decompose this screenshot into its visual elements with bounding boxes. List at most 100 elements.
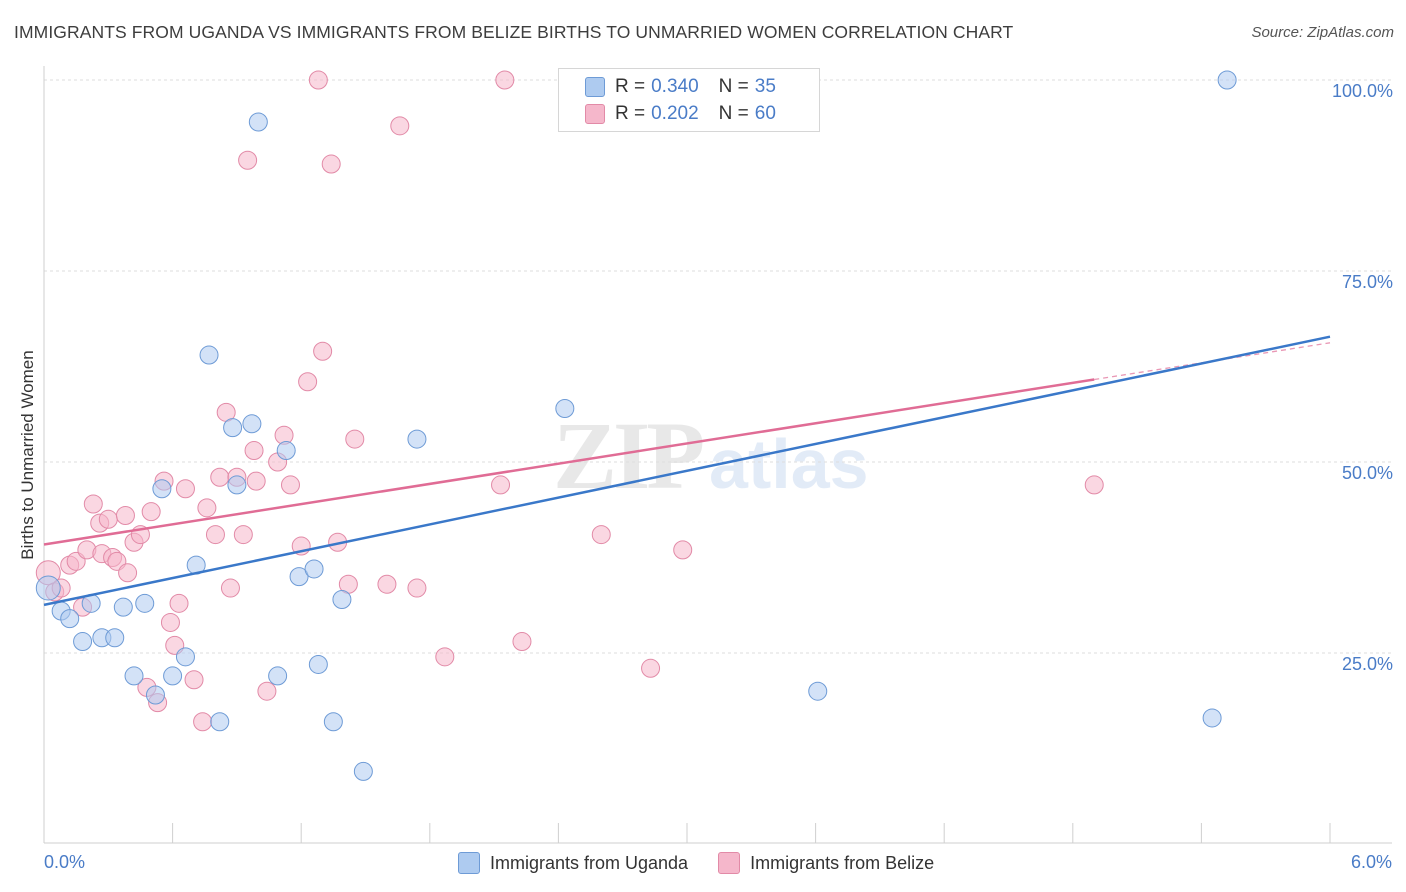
legend-r-value-uganda: 0.340 <box>651 76 699 97</box>
y-tick-labels: 25.0% 50.0% 75.0% 100.0% <box>1332 81 1393 674</box>
uganda-point <box>199 345 219 365</box>
belize-point <box>512 632 532 652</box>
legend-row-belize: R = 0.202 N = 60 <box>585 101 776 127</box>
y-axis-label: Births to Unmarried Women <box>18 350 37 560</box>
belize-point <box>673 540 693 560</box>
belize-point <box>298 372 318 392</box>
belize-point <box>435 647 455 667</box>
uganda-point <box>175 647 195 667</box>
belize-trend-line <box>43 378 1095 546</box>
legend-swatch-uganda <box>458 852 480 874</box>
belize-point <box>313 341 333 361</box>
legend-n-label: N = <box>718 103 749 124</box>
legend-swatch-belize <box>718 852 741 874</box>
uganda-point <box>35 575 61 601</box>
belize-point <box>407 578 427 598</box>
uganda-point <box>332 590 352 610</box>
legend-r-label: R = <box>615 103 646 124</box>
chart-title: IMMIGRANTS FROM UGANDA VS IMMIGRANTS FRO… <box>14 22 1014 42</box>
belize-point <box>345 429 365 449</box>
belize-point <box>210 467 230 487</box>
uganda-point <box>248 112 268 132</box>
uganda-point <box>227 475 247 495</box>
uganda-point <box>308 654 328 674</box>
belize-point <box>197 498 217 518</box>
belize-point <box>184 670 204 690</box>
x-tick-min: 0.0% <box>44 852 86 872</box>
belize-point <box>193 712 213 732</box>
uganda-point <box>145 685 165 705</box>
uganda-point <box>152 479 172 499</box>
belize-point <box>141 502 161 522</box>
belize-point <box>280 475 300 495</box>
legend-r-value-belize: 0.202 <box>651 103 699 124</box>
uganda-point <box>163 666 183 686</box>
belize-point <box>377 574 397 594</box>
uganda-point <box>135 593 155 613</box>
series-legend: Immigrants from Uganda Immigrants from B… <box>458 852 964 874</box>
legend-swatch-uganda <box>585 77 605 97</box>
uganda-point <box>407 429 427 449</box>
belize-point <box>390 116 410 136</box>
uganda-point <box>73 632 93 652</box>
y-tick-label: 100.0% <box>1332 81 1393 101</box>
uganda-point <box>323 712 343 732</box>
legend-swatch-belize <box>585 104 605 124</box>
uganda-point <box>60 609 80 629</box>
uganda-point <box>105 628 125 648</box>
belize-point <box>308 70 328 90</box>
legend-row-uganda: R = 0.340 N = 35 <box>585 74 776 100</box>
uganda-point <box>808 681 828 701</box>
legend-label-uganda: Immigrants from Uganda <box>490 852 689 873</box>
belize-point <box>238 150 258 170</box>
uganda-point <box>1217 70 1237 90</box>
y-tick-label: 25.0% <box>1342 654 1393 674</box>
belize-point <box>233 525 253 545</box>
uganda-point <box>289 567 309 587</box>
uganda-point <box>353 761 373 781</box>
uganda-point <box>242 414 262 434</box>
legend-n-value-uganda: 35 <box>754 76 776 97</box>
legend-n-label: N = <box>718 76 749 97</box>
belize-point <box>175 479 195 499</box>
legend-r-label: R = <box>615 76 646 97</box>
uganda-point <box>124 666 144 686</box>
belize-point <box>591 525 611 545</box>
trend-lines <box>43 335 1331 607</box>
belize-point <box>160 612 180 632</box>
uganda-point <box>268 666 288 686</box>
belize-points <box>35 70 1104 732</box>
y-tick-label: 75.0% <box>1342 272 1393 292</box>
uganda-point <box>113 597 133 617</box>
belize-point <box>205 525 225 545</box>
source-credit: Source: ZipAtlas.com <box>1251 24 1394 41</box>
belize-point <box>257 681 277 701</box>
uganda-point <box>223 418 243 438</box>
uganda-point <box>210 712 230 732</box>
legend-item-belize[interactable]: Immigrants from Belize <box>718 852 934 874</box>
x-tick-max: 6.0% <box>1350 852 1392 872</box>
uganda-point <box>555 399 575 419</box>
uganda-point <box>276 441 296 461</box>
legend-n-value-belize: 60 <box>754 103 776 124</box>
belize-point <box>641 658 661 678</box>
y-tick-label: 50.0% <box>1342 463 1393 483</box>
belize-point <box>220 578 240 598</box>
axes <box>43 66 1392 844</box>
belize-point <box>98 509 118 529</box>
belize-point <box>1084 475 1104 495</box>
belize-point <box>246 471 266 491</box>
belize-point <box>83 494 103 514</box>
correlation-legend: R = 0.340 N = 35 R = 0.202 N = 60 <box>558 68 820 132</box>
belize-point <box>115 505 135 525</box>
uganda-trend-line <box>43 335 1331 607</box>
belize-point <box>118 563 138 583</box>
legend-label-belize: Immigrants from Belize <box>750 852 935 873</box>
legend-item-uganda[interactable]: Immigrants from Uganda <box>458 852 688 874</box>
uganda-point <box>304 559 324 579</box>
belize-point <box>244 441 264 461</box>
belize-point <box>491 475 511 495</box>
belize-point <box>321 154 341 174</box>
belize-point <box>495 70 515 90</box>
